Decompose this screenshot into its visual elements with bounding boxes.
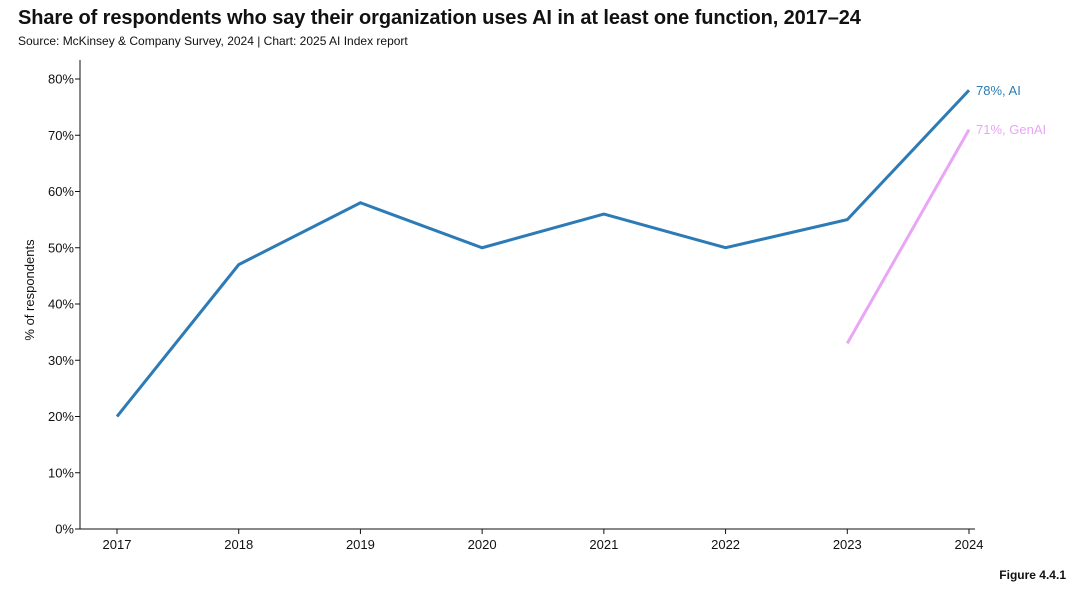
y-tick-label: 20% xyxy=(48,409,74,424)
series-line-genai xyxy=(845,128,971,345)
y-tick-label: 40% xyxy=(48,297,74,312)
x-tick-label: 2023 xyxy=(833,537,862,552)
x-tick-label: 2021 xyxy=(589,537,618,552)
x-tick-label: 2019 xyxy=(346,537,375,552)
x-tick-label: 2020 xyxy=(468,537,497,552)
y-axis-ticks: 0% 10% 20% 30% 40% 50% 60% 70% 80% xyxy=(48,72,80,537)
y-tick-label: 80% xyxy=(48,72,74,87)
x-tick-label: 2018 xyxy=(224,537,253,552)
y-tick-label: 10% xyxy=(48,465,74,480)
end-label-ai: 78%, AI xyxy=(976,83,1021,98)
series-ai: 78%, AI xyxy=(115,83,1021,418)
series-genai: 71%, GenAI xyxy=(845,122,1046,345)
x-tick-label: 2022 xyxy=(711,537,740,552)
x-axis-ticks: 2017 2018 2019 2020 2021 2022 2023 2024 xyxy=(103,529,984,552)
y-tick-label: 50% xyxy=(48,240,74,255)
y-tick-label: 60% xyxy=(48,184,74,199)
series-line-ai xyxy=(115,89,971,418)
y-axis-title: % of respondents xyxy=(22,239,37,341)
end-label-genai: 71%, GenAI xyxy=(976,122,1046,137)
chart-title: Share of respondents who say their organ… xyxy=(18,7,861,29)
y-tick-label: 30% xyxy=(48,353,74,368)
series-layer: 78%, AI 71%, GenAI xyxy=(115,83,1046,418)
y-tick-label: 70% xyxy=(48,128,74,143)
figure-label: Figure 4.4.1 xyxy=(999,568,1066,582)
x-tick-label: 2024 xyxy=(955,537,984,552)
y-tick-label: 0% xyxy=(55,522,74,537)
x-tick-label: 2017 xyxy=(103,537,132,552)
chart-subtitle: Source: McKinsey & Company Survey, 2024 … xyxy=(18,34,408,48)
